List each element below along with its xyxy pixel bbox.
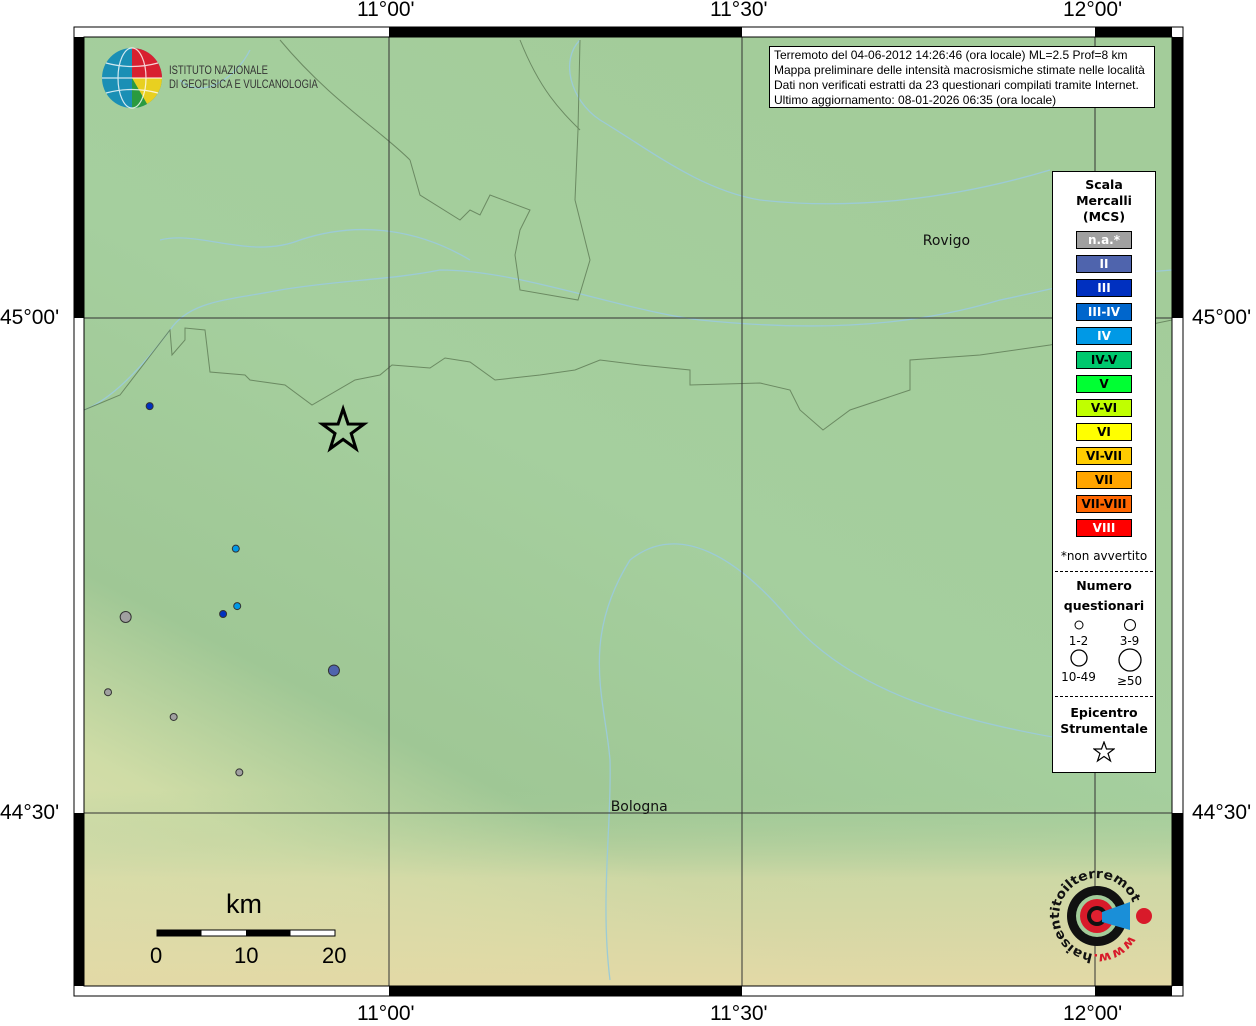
legend-note: *non avvertito <box>1060 549 1148 563</box>
event-info-box: Terremoto del 04-06-2012 14:26:46 (ora l… <box>769 46 1155 108</box>
info-description: Mappa preliminare delle intensità macros… <box>774 63 1145 77</box>
legend-title: Scala Mercalli (MCS) <box>1053 177 1155 225</box>
legend-item-viii: VIII <box>1076 519 1132 537</box>
legend-item-iv: IV <box>1076 327 1132 345</box>
intensity-point[interactable] <box>145 402 154 411</box>
lon-tick-bottom-11-30: 11°30' <box>710 1002 768 1025</box>
lat-tick-right-45-00: 45°00' <box>1192 306 1252 329</box>
size-3-9: 3-9 <box>1104 618 1155 648</box>
epicenter-star-icon <box>317 404 369 453</box>
size-label: ≥50 <box>1116 674 1143 688</box>
rivers <box>83 39 1173 981</box>
logo-line2: DI GEOFISICA E VULCANOLOGIA <box>169 79 318 91</box>
intensity-point[interactable] <box>231 544 240 553</box>
intensity-point[interactable] <box>327 664 340 677</box>
legend-item-na: n.a.* <box>1076 231 1132 249</box>
info-event: Terremoto del 04-06-2012 14:26:46 (ora l… <box>774 48 1128 62</box>
lon-tick-bottom-12-00: 12°00' <box>1063 1002 1123 1025</box>
legend-size-grid: 1-2 3-9 10-49 ≥50 <box>1053 618 1155 688</box>
scale-label-20: 20 <box>322 943 347 968</box>
legend-item-vii-viii: VII-VIII <box>1076 495 1132 513</box>
intensity-point[interactable] <box>219 610 228 619</box>
intensity-point[interactable] <box>169 712 178 721</box>
legend-title-3: (MCS) <box>1082 209 1126 224</box>
legend-item-v: V <box>1076 375 1132 393</box>
lon-tick-top-12-00: 12°00' <box>1063 0 1123 21</box>
legend-item-iii: III <box>1076 279 1132 297</box>
scale-label-10: 10 <box>234 943 259 968</box>
size-label: 1-2 <box>1068 634 1089 648</box>
legend-count-title-1: Numero <box>1076 578 1132 593</box>
info-source: Dati non verificati estratti da 23 quest… <box>774 78 1139 92</box>
legend-item-vi: VI <box>1076 423 1132 441</box>
size-label: 10-49 <box>1061 670 1096 684</box>
size-50: ≥50 <box>1104 648 1155 688</box>
scale-bar <box>156 929 336 937</box>
place-bologna: Bologna <box>610 799 668 816</box>
size-10-49: 10-49 <box>1053 648 1104 688</box>
legend-star-icon <box>1092 740 1116 763</box>
lon-tick-top-11-00: 11°00' <box>357 0 415 21</box>
legend-item-vii: VII <box>1076 471 1132 489</box>
scale-unit: km <box>226 889 262 919</box>
epicenter-star <box>317 404 369 453</box>
intensity-point[interactable] <box>233 602 242 611</box>
legend-title-1: Scala <box>1085 177 1123 192</box>
lat-tick-left-45-00: 45°00' <box>0 306 60 329</box>
lon-tick-bottom-11-00: 11°00' <box>357 1002 415 1025</box>
lat-tick-right-44-30: 44°30' <box>1192 801 1252 824</box>
legend-item-ii: II <box>1076 255 1132 273</box>
legend-epi-title-2: Strumentale <box>1060 721 1148 736</box>
legend-count-title-2: questionari <box>1063 598 1145 613</box>
legend-epi-title-1: Epicentro <box>1070 705 1138 720</box>
legend-count-title: Numero questionari <box>1053 576 1155 616</box>
legend-divider <box>1055 571 1153 572</box>
ingv-logo-icon <box>102 47 163 109</box>
intensity-point[interactable] <box>235 768 244 777</box>
size-label: 3-9 <box>1119 634 1140 648</box>
legend-title-2: Mercalli <box>1076 193 1132 208</box>
ingv-logo-text: ISTITUTO NAZIONALE DI GEOFISICA E VULCAN… <box>169 64 318 92</box>
size-1-2: 1-2 <box>1053 618 1104 648</box>
legend: Scala Mercalli (MCS) n.a.* II III III-IV IV I… <box>1052 171 1156 773</box>
lon-tick-top-11-30: 11°30' <box>710 0 768 21</box>
lat-tick-left-44-30: 44°30' <box>0 801 60 824</box>
intensity-points <box>104 402 340 777</box>
logo-line1: ISTITUTO NAZIONALE <box>169 65 268 77</box>
intensity-point[interactable] <box>119 610 132 623</box>
intensity-point[interactable] <box>104 688 113 697</box>
map-frame <box>74 27 1183 996</box>
legend-item-iii-iv: III-IV <box>1076 303 1132 321</box>
legend-epi-title: Epicentro Strumentale <box>1053 705 1155 737</box>
legend-divider <box>1055 696 1153 697</box>
info-updated: Ultimo aggiornamento: 08-01-2026 06:35 (… <box>774 93 1057 107</box>
scale-label-0: 0 <box>150 943 163 968</box>
legend-intensity-list: n.a.* II III III-IV IV IV-V V V-VI VI VI-VII VII VI… <box>1053 231 1155 537</box>
boundaries <box>83 39 1173 431</box>
legend-item-vi-vii: VI-VII <box>1076 447 1132 465</box>
legend-item-iv-v: IV-V <box>1076 351 1132 369</box>
place-rovigo: Rovigo <box>922 232 971 249</box>
legend-item-v-vi: V-VI <box>1076 399 1132 417</box>
